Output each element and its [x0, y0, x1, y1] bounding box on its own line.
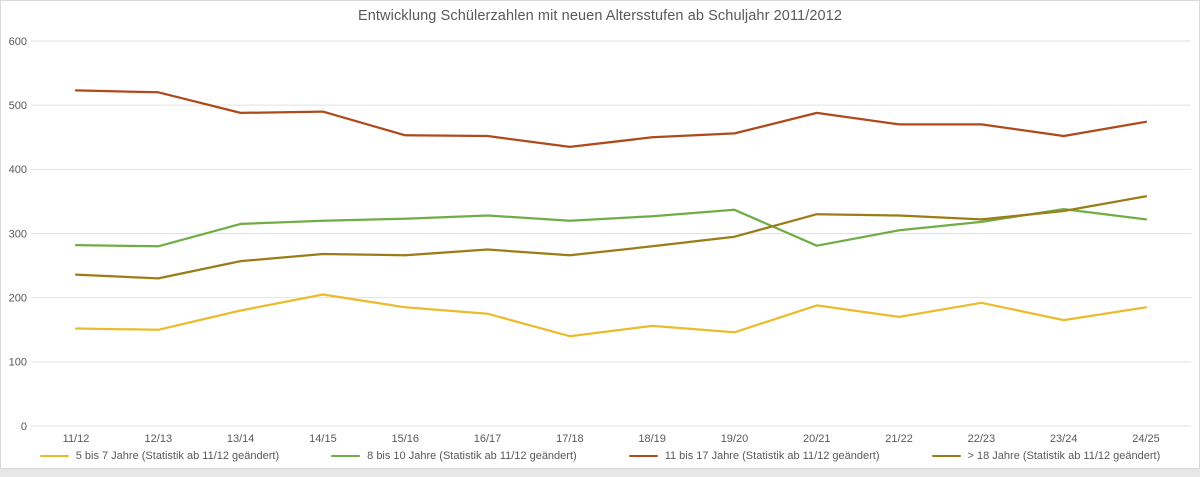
legend-label: 8 bis 10 Jahre (Statistik ab 11/12 geänd…	[367, 450, 577, 462]
x-axis-tick-label: 13/14	[227, 433, 255, 445]
y-axis-tick-label: 100	[9, 357, 27, 369]
x-axis-tick-label: 22/23	[968, 433, 996, 445]
x-axis-tick-label: 24/25	[1132, 433, 1160, 445]
x-axis-tick-label: 19/20	[721, 433, 749, 445]
chart-title: Entwicklung Schülerzahlen mit neuen Alte…	[357, 8, 843, 24]
legend-swatch-icon	[931, 454, 961, 458]
legend-swatch-icon	[331, 454, 361, 458]
x-axis-tick-label: 21/22	[885, 433, 913, 445]
legend-swatch-icon	[628, 454, 658, 458]
series-line-0	[74, 293, 1148, 338]
x-axis-tick-label: 11/12	[63, 433, 90, 445]
x-axis-tick-label: 23/24	[1050, 433, 1078, 445]
chart-legend: 5 bis 7 Jahre (Statistik ab 11/12 geände…	[1, 450, 1199, 462]
legend-item-0: 5 bis 7 Jahre (Statistik ab 11/12 geände…	[39, 450, 280, 462]
legend-swatch-icon	[39, 454, 69, 458]
y-axis-tick-label: 600	[9, 36, 27, 48]
y-axis-tick-label: 0	[21, 421, 27, 433]
x-axis-tick-label: 15/16	[391, 433, 419, 445]
x-axis-tick-label: 16/17	[474, 433, 502, 445]
series-line-1	[74, 207, 1148, 248]
x-axis-tick-label: 14/15	[309, 433, 337, 445]
legend-label: 5 bis 7 Jahre (Statistik ab 11/12 geände…	[75, 450, 280, 462]
legend-item-3: > 18 Jahre (Statistik ab 11/12 geändert)	[931, 450, 1161, 462]
series-line-3	[74, 195, 1148, 280]
series-line-2	[74, 89, 1148, 149]
x-axis-tick-label: 12/13	[145, 433, 173, 445]
line-chart-plot: 0 100 200 300 400 500 600 11/12 12/13 13/14 14/15 1…	[9, 36, 1191, 445]
legend-label: 11 bis 17 Jahre (Statistik ab 11/12 geän…	[664, 450, 880, 462]
y-axis-tick-label: 400	[9, 164, 27, 176]
legend-item-2: 11 bis 17 Jahre (Statistik ab 11/12 geän…	[628, 450, 880, 462]
x-axis-tick-label: 17/18	[556, 433, 584, 445]
legend-label: > 18 Jahre (Statistik ab 11/12 geändert)	[967, 450, 1161, 462]
y-axis-tick-label: 500	[9, 100, 27, 112]
x-axis-tick-label: 20/21	[803, 433, 831, 445]
x-axis-tick-label: 18/19	[638, 433, 666, 445]
y-axis-tick-label: 300	[9, 228, 27, 240]
legend-item-1: 8 bis 10 Jahre (Statistik ab 11/12 geänd…	[331, 450, 577, 462]
y-axis-tick-label: 200	[9, 292, 27, 304]
